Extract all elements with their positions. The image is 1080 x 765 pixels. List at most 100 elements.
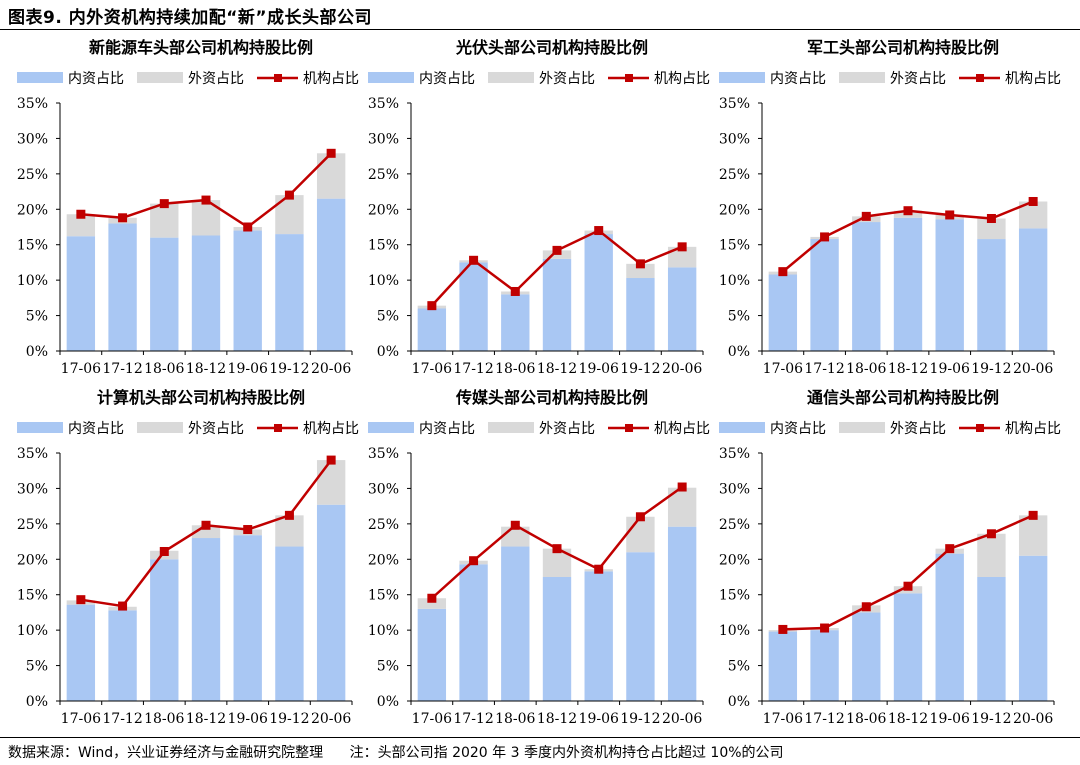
- line-point: [76, 209, 86, 219]
- bar-domestic: [667, 526, 697, 701]
- bar-domestic: [852, 612, 881, 701]
- y-tick-label: 20%: [719, 202, 750, 218]
- line-point: [284, 510, 294, 520]
- bar-domestic: [233, 535, 262, 701]
- x-tick-label: 18-12: [186, 361, 226, 377]
- x-tick-label: 20-06: [1013, 711, 1053, 727]
- y-tick-label: 35%: [719, 446, 750, 462]
- y-tick-label: 15%: [17, 588, 48, 604]
- line-point: [945, 210, 955, 220]
- x-tick-label: 18-06: [846, 711, 886, 727]
- bar-foreign: [626, 263, 655, 279]
- legend-label-institutional: 机构占比: [1005, 421, 1061, 437]
- x-tick-label: 18-06: [846, 361, 886, 377]
- bar-domestic: [667, 267, 697, 351]
- line-point: [201, 520, 211, 530]
- x-tick-label: 18-06: [144, 361, 184, 377]
- definition-note: 注：头部公司指 2020 年 3 季度内外资机构持仓占比超过 10%的公司: [349, 745, 784, 761]
- legend-marker-institutional: [625, 424, 633, 432]
- x-tick-label: 19-12: [971, 711, 1011, 727]
- legend-swatch-domestic: [368, 422, 414, 433]
- x-tick-label: 17-06: [763, 361, 803, 377]
- top-divider: [0, 29, 1080, 30]
- line-point: [594, 226, 604, 236]
- y-tick-label: 20%: [368, 202, 399, 218]
- y-tick-label: 15%: [368, 588, 399, 604]
- x-tick-label: 19-12: [620, 361, 660, 377]
- bar-domestic: [316, 198, 346, 351]
- legend-label-foreign: 外资占比: [188, 71, 244, 87]
- bottom-divider: [0, 737, 1080, 738]
- y-tick-label: 35%: [719, 96, 750, 112]
- bar-domestic: [191, 538, 221, 701]
- bar-domestic: [501, 294, 530, 351]
- y-tick-label: 15%: [17, 238, 48, 254]
- line-point: [635, 259, 645, 269]
- y-tick-label: 10%: [368, 623, 399, 639]
- y-tick-label: 30%: [719, 481, 750, 497]
- x-tick-label: 19-06: [228, 361, 268, 377]
- y-tick-label: 5%: [26, 309, 48, 325]
- chart-title: 计算机头部公司机构持股比例: [97, 388, 305, 407]
- bar-domestic: [66, 236, 96, 351]
- legend-label-domestic: 内资占比: [419, 71, 475, 87]
- y-tick-label: 10%: [719, 273, 750, 289]
- y-tick-label: 25%: [368, 517, 399, 533]
- line-point: [326, 148, 336, 158]
- bar-domestic: [459, 262, 488, 351]
- chart-title: 光伏头部公司机构持股比例: [455, 38, 648, 57]
- bar-domestic: [626, 278, 655, 351]
- line-point: [986, 529, 996, 539]
- line-point: [326, 455, 336, 465]
- legend-label-domestic: 内资占比: [68, 71, 124, 87]
- x-tick-label: 19-06: [930, 711, 970, 727]
- line-point: [159, 546, 169, 556]
- bar-domestic: [316, 504, 346, 701]
- x-tick-label: 19-06: [579, 711, 619, 727]
- legend-swatch-domestic: [17, 422, 63, 433]
- bar-domestic: [977, 239, 1006, 351]
- x-tick-label: 17-12: [804, 361, 844, 377]
- bar-foreign: [150, 203, 179, 238]
- line-point: [552, 245, 562, 255]
- bar-domestic: [1018, 228, 1048, 351]
- bar-domestic: [417, 308, 447, 351]
- y-tick-label: 35%: [17, 96, 48, 112]
- legend-label-institutional: 机构占比: [654, 421, 710, 437]
- legend-marker-institutional: [274, 74, 282, 82]
- y-tick-label: 15%: [368, 238, 399, 254]
- x-tick-label: 17-06: [61, 711, 101, 727]
- y-tick-label: 25%: [17, 167, 48, 183]
- line-point: [76, 595, 86, 605]
- y-tick-label: 10%: [17, 273, 48, 289]
- y-tick-label: 35%: [17, 446, 48, 462]
- footer: 数据来源：Wind，兴业证券经济与金融研究院整理 注：头部公司指 2020 年 …: [8, 742, 806, 762]
- bar-foreign: [626, 516, 655, 553]
- legend-swatch-foreign: [488, 422, 534, 433]
- y-tick-label: 30%: [368, 481, 399, 497]
- bar-foreign: [977, 533, 1006, 577]
- y-tick-label: 0%: [728, 344, 750, 360]
- line-point: [903, 581, 913, 591]
- figure-title: 图表9. 内外资机构持续加配“新”成长头部公司: [8, 8, 373, 28]
- bar-domestic: [108, 223, 137, 351]
- x-tick-label: 17-12: [102, 711, 142, 727]
- bar-domestic: [459, 564, 488, 701]
- x-tick-label: 17-12: [102, 361, 142, 377]
- bar-domestic: [191, 235, 221, 351]
- y-tick-label: 30%: [17, 481, 48, 497]
- bar-domestic: [275, 546, 304, 701]
- y-tick-label: 5%: [377, 309, 399, 325]
- line-point: [510, 520, 520, 530]
- bar-foreign: [316, 460, 346, 505]
- bar-domestic: [542, 258, 572, 351]
- x-tick-label: 19-06: [930, 361, 970, 377]
- x-tick-label: 18-06: [495, 711, 535, 727]
- y-tick-label: 30%: [719, 131, 750, 147]
- legend-label-institutional: 机构占比: [303, 421, 359, 437]
- line-point: [820, 623, 830, 633]
